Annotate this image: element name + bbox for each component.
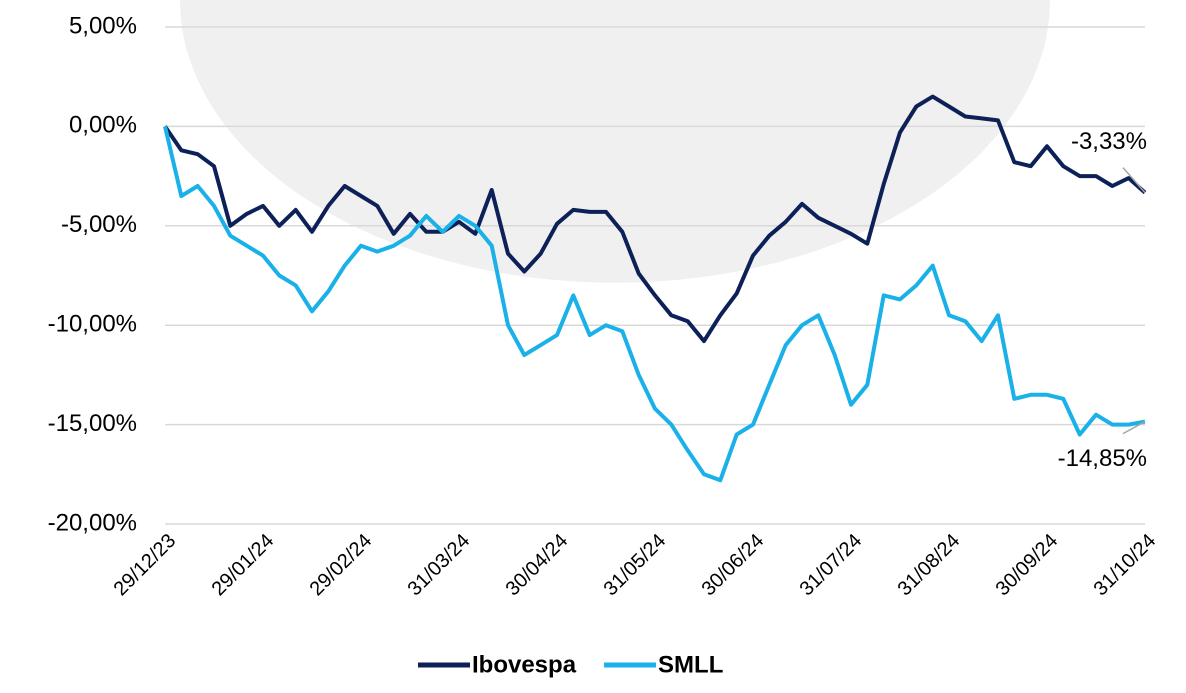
data-label: -3,33% xyxy=(1071,128,1147,155)
line-series xyxy=(163,125,1146,483)
watermark xyxy=(180,0,1050,283)
x-tick-label: 29/01/24 xyxy=(208,530,279,601)
legend-label: Ibovespa xyxy=(472,651,577,678)
y-tick-label: 5,00% xyxy=(69,12,137,39)
x-tick-label: 30/04/24 xyxy=(502,530,573,601)
x-tick-label: 29/12/23 xyxy=(110,530,181,601)
y-tick-label: -15,00% xyxy=(48,410,137,437)
x-tick-label: 31/07/24 xyxy=(796,530,867,601)
x-tick-label: 31/03/24 xyxy=(404,530,475,601)
label-leader xyxy=(1122,420,1146,435)
x-tick-label: 31/08/24 xyxy=(894,530,965,601)
y-tick-label: -10,00% xyxy=(48,311,137,338)
x-tick-label: 30/09/24 xyxy=(992,530,1063,601)
y-tick-label: 0,00% xyxy=(69,112,137,139)
x-tick-label: 30/06/24 xyxy=(698,530,769,601)
line-series xyxy=(163,94,1147,344)
label-leader xyxy=(1122,167,1146,194)
x-tick-label: 31/10/24 xyxy=(1090,530,1161,601)
y-tick-label: -5,00% xyxy=(61,211,137,238)
x-tick-label: 29/02/24 xyxy=(306,530,377,601)
data-label: -14,85% xyxy=(1058,445,1147,472)
x-tick-label: 31/05/24 xyxy=(600,530,671,601)
y-tick-label: -20,00% xyxy=(48,509,137,536)
legend-label: SMLL xyxy=(658,651,723,678)
